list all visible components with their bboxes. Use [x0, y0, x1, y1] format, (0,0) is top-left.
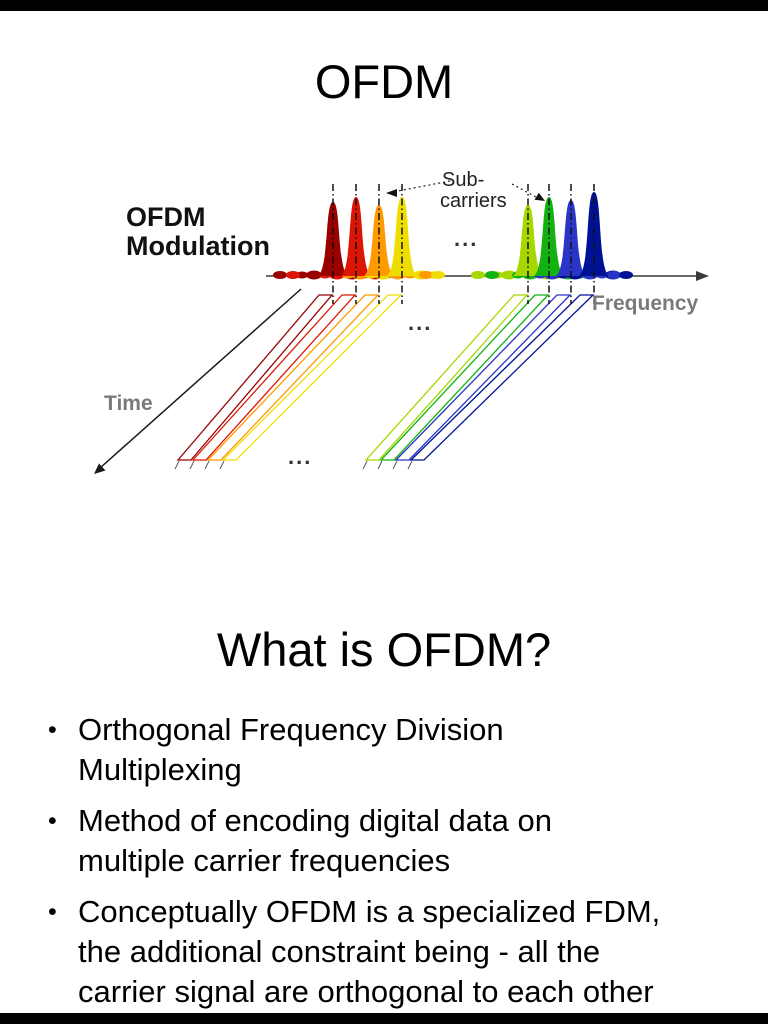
ellipsis-frequency: ...	[454, 226, 478, 251]
time-symbol-ribbon	[409, 294, 595, 461]
subcarrier-callout-arrow-left	[386, 189, 397, 197]
bullet-marker: •	[48, 716, 57, 744]
subcarrier-lobe	[387, 197, 417, 276]
subcarrier-dash-lines	[332, 184, 595, 304]
ofdm-modulation-label-line1: OFDM	[126, 202, 205, 232]
subcarrier-sidelobe	[607, 271, 621, 279]
bullet-text-1: Orthogonal Frequency Division Multiplexi…	[78, 712, 504, 787]
subcarrier-sidelobe	[306, 270, 322, 280]
time-axis	[99, 288, 302, 469]
ribbon-foot-tick	[362, 460, 368, 470]
letterbox-bottom	[0, 1013, 768, 1024]
subcarrier-callout-line-left	[397, 180, 451, 192]
subcarrier-lobe	[364, 205, 394, 276]
time-axis-label: Time	[104, 392, 153, 415]
ellipsis-ribbons-bottom: ...	[288, 444, 312, 469]
ofdm-modulation-diagram: OFDM Modulation Sub- carriers Frequency …	[88, 158, 710, 480]
subcarrier-sidelobe	[273, 271, 287, 279]
subcarrier-sidelobe	[485, 271, 499, 279]
time-symbol-ribbon	[221, 294, 403, 461]
subcarrier-sidelobe	[286, 271, 300, 279]
list-item: • Conceptually OFDM is a specialized FDM…	[48, 892, 716, 1012]
ribbon-foot-tick	[392, 460, 398, 470]
subcarrier-sidelobe	[619, 271, 633, 279]
ofdm-modulation-label-line2: Modulation	[126, 231, 270, 261]
bullet-text-3: Conceptually OFDM is a specialized FDM, …	[78, 894, 661, 1009]
subcarrier-sidelobe	[501, 270, 517, 280]
time-axis-arrow	[94, 463, 106, 474]
ribbon-foot-tick	[407, 460, 413, 470]
subcarriers-label-line1: Sub-	[442, 169, 484, 191]
ribbon-foot-tick	[377, 460, 383, 470]
time-symbol-ribbons	[174, 294, 595, 470]
letterbox-top	[0, 0, 768, 11]
slide2-title: What is OFDM?	[216, 623, 552, 676]
time-symbol-ribbon	[364, 294, 529, 461]
subcarrier-lobe	[513, 205, 543, 276]
ribbon-foot-tick	[174, 460, 180, 470]
subcarrier-lobe	[534, 197, 564, 276]
subcarriers-label-line2: carriers	[440, 190, 507, 212]
ribbon-foot-tick	[204, 460, 210, 470]
subcarrier-sidelobe	[419, 271, 433, 279]
list-item: • Method of encoding digital data on mul…	[48, 801, 716, 881]
time-symbol-ribbon	[191, 294, 357, 461]
slide1-title: OFDM	[314, 55, 454, 108]
ellipsis-ribbons-mid: ...	[408, 310, 432, 335]
ribbon-foot-tick	[219, 460, 225, 470]
bullet-text-2: Method of encoding digital data on multi…	[78, 803, 552, 878]
time-symbol-ribbon	[394, 294, 572, 461]
bullet-marker: •	[48, 898, 57, 926]
bullet-list: • Orthogonal Frequency Division Multiple…	[48, 710, 716, 1023]
subcarrier-lobe	[341, 197, 371, 276]
time-symbol-ribbon	[206, 294, 380, 461]
frequency-axis-arrow	[696, 271, 709, 281]
subcarrier-sidelobe	[431, 271, 445, 279]
subcarrier-sidelobe	[471, 271, 485, 279]
subcarrier-callout-arrow-right	[534, 192, 545, 201]
frequency-axis-label: Frequency	[592, 292, 699, 315]
ribbon-foot-tick	[189, 460, 195, 470]
time-symbol-ribbon	[176, 294, 334, 461]
subcarrier-callout-line-right	[511, 183, 537, 198]
time-symbol-ribbon	[379, 294, 550, 461]
list-item: • Orthogonal Frequency Division Multiple…	[48, 710, 716, 790]
bullet-marker: •	[48, 807, 57, 835]
ofdm-diagram-svg: OFDM Modulation Sub- carriers Frequency …	[94, 169, 709, 474]
